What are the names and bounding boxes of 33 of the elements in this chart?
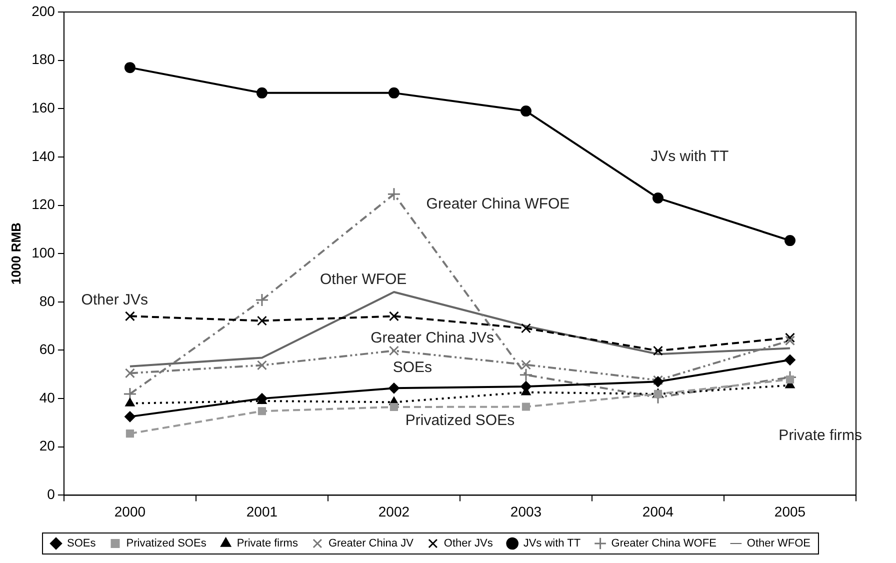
y-tick-label: 180: [32, 51, 56, 68]
annotation: Other WFOE: [320, 270, 407, 288]
y-tick-label: 160: [32, 100, 56, 116]
legend-label: Other JVs: [444, 538, 494, 550]
x-tick-label: 2003: [510, 503, 542, 520]
annotation: Other JVs: [81, 292, 148, 309]
annotation: JVs with TT: [650, 148, 729, 166]
legend-label: JVs with TT: [523, 538, 581, 550]
y-axis-title: 1000 RMB: [8, 222, 24, 285]
y-tick-label: 0: [47, 486, 56, 502]
x-tick-label: 2000: [114, 503, 146, 520]
annotation: Greater China JVs: [370, 329, 494, 346]
y-tick-label: 140: [32, 148, 56, 164]
annotation: Greater China WFOE: [426, 195, 570, 212]
y-tick-label: 20: [39, 438, 56, 454]
legend-label: Greater China WOFE: [611, 538, 716, 550]
legend-label: Private firms: [236, 538, 298, 550]
y-tick-label: 80: [39, 292, 56, 309]
y-tick-label: 40: [39, 389, 56, 406]
x-tick-label: 2004: [642, 503, 674, 520]
legend-label: Greater China JV: [328, 538, 414, 550]
x-tick-label: 2005: [774, 503, 806, 520]
y-tick-label: 100: [32, 244, 56, 260]
y-tick-label: 200: [32, 2, 56, 19]
legend-label: Other WFOE: [746, 538, 810, 550]
legend-label: Privatized SOEs: [126, 538, 207, 550]
annotation: Privatized SOEs: [405, 412, 515, 429]
annotation: SOEs: [392, 358, 432, 376]
y-tick-label: 60: [39, 341, 56, 358]
legend-label: SOEs: [67, 538, 96, 550]
x-tick-label: 2001: [246, 503, 278, 520]
y-tick-label: 120: [32, 196, 56, 212]
x-tick-label: 2002: [378, 503, 410, 520]
